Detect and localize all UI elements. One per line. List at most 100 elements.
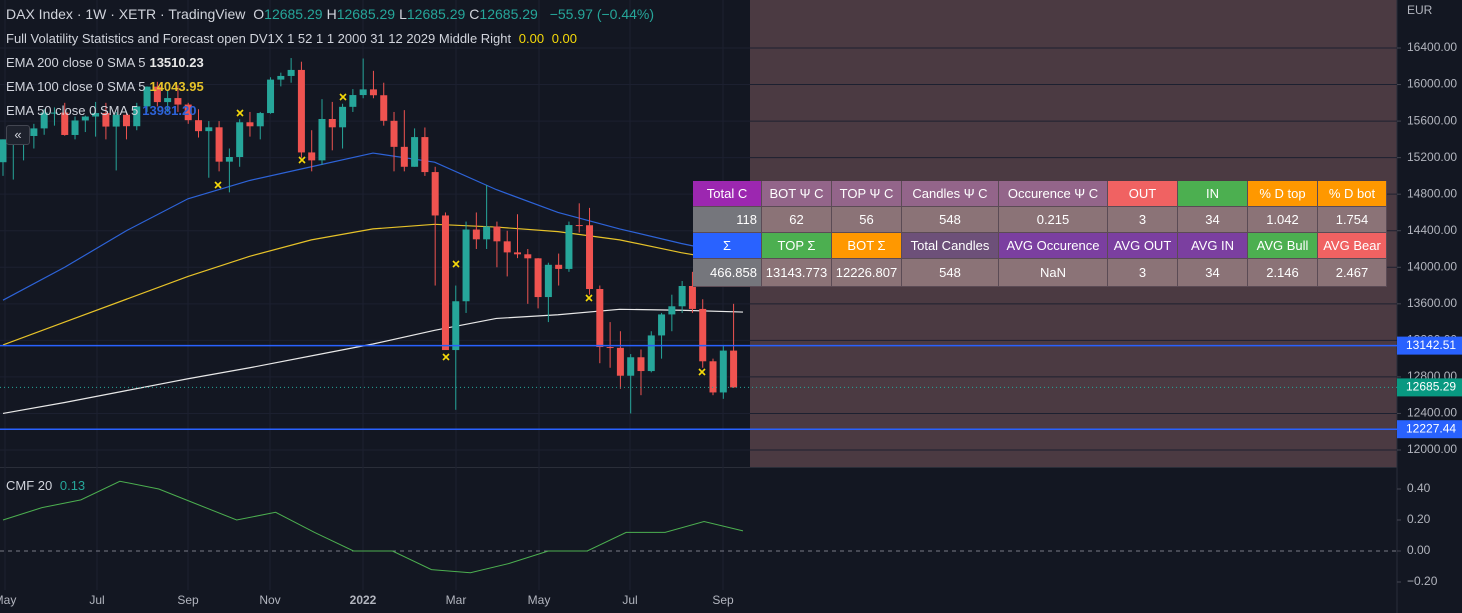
time-label: Jul [89, 593, 104, 607]
price-tick-label: 13600.00 [1407, 296, 1457, 310]
candle-body [678, 286, 686, 307]
candle-body [349, 95, 357, 107]
candle-body [565, 225, 573, 269]
ema-value: 14043.95 [149, 79, 204, 94]
candle-body [215, 127, 223, 162]
ema-label: EMA 100 close 0 SMA 5 [6, 79, 146, 94]
price-tick-label: 14400.00 [1407, 223, 1457, 237]
candle-body [40, 112, 48, 129]
table-cell: 118 [693, 207, 762, 233]
candle-body [627, 357, 635, 376]
candle-body [555, 264, 563, 269]
ema-line [2, 152, 744, 301]
price-tick-label: 15600.00 [1407, 113, 1457, 127]
ema-line [2, 308, 744, 415]
candle-body [112, 114, 120, 127]
time-label: Sep [177, 593, 199, 607]
table-cell: OUT [1108, 181, 1178, 207]
candle-body [359, 89, 367, 96]
candle-body [380, 95, 388, 121]
candle-body [184, 104, 192, 121]
candle-body [61, 112, 69, 135]
candle-body [277, 75, 285, 80]
cmf-tick-label: 0.20 [1407, 512, 1431, 526]
candle-body [647, 335, 655, 372]
candle-body [195, 120, 203, 132]
ema-legend: EMA 50 close 0 SMA 5 13981.20 [6, 103, 208, 127]
candle-body [400, 146, 408, 167]
table-cell: AVG Bear [1318, 233, 1387, 259]
ohlc-value: 12685.29 [479, 6, 538, 22]
table-cell: 34 [1178, 259, 1248, 287]
level-tag [1397, 336, 1462, 355]
table-cell: % D bot [1318, 181, 1387, 207]
table-cell: 1.042 [1248, 207, 1318, 233]
table-cell: % D top [1248, 181, 1318, 207]
cmf-tick-label: 0.40 [1407, 481, 1431, 495]
candle-body [514, 252, 521, 255]
candle-body [256, 113, 264, 127]
table-cell: AVG OUT [1108, 233, 1178, 259]
study-legend: Full Volatility Statistics and Forecast … [6, 31, 581, 46]
signal-marker [298, 156, 306, 164]
candle-body [318, 118, 326, 161]
table-cell: 466.858 [693, 259, 762, 287]
table-cell: 12226.807 [832, 259, 902, 287]
ohlc-value: 12685.29 [336, 6, 396, 22]
candle-body [596, 289, 604, 348]
candle-body [153, 86, 161, 103]
candle-body [534, 258, 542, 298]
table-cell: AVG Occurence [999, 233, 1108, 259]
candle-body [462, 229, 470, 302]
time-label: 2022 [350, 593, 377, 607]
candle-body [143, 86, 151, 107]
price-tick-label: 14000.00 [1407, 259, 1457, 273]
table-cell: Occurence Ψ C [999, 181, 1108, 207]
candle-body [441, 215, 449, 351]
table-cell: NaN [999, 259, 1108, 287]
change: −55.97 (−0.44%) [549, 6, 655, 22]
candle-body [637, 357, 645, 372]
last-price-tag [1397, 378, 1462, 397]
candle-body [658, 314, 666, 336]
candle-body [688, 286, 696, 309]
table-cell: 1.754 [1318, 207, 1387, 233]
candle-body [164, 98, 172, 103]
candle-body [174, 98, 182, 105]
cmf-tick-label: 0.00 [1407, 543, 1431, 557]
price-tick-label: 16000.00 [1407, 77, 1457, 91]
table-cell: 3 [1108, 207, 1178, 233]
table-cell: TOP Σ [762, 233, 832, 259]
ohlc-label: L [399, 6, 407, 22]
ohlc-value: 12685.29 [406, 6, 466, 22]
price-tick-label: 15200.00 [1407, 150, 1457, 164]
candle-body [133, 106, 141, 127]
candle-body [205, 127, 213, 132]
candle-body [452, 301, 460, 351]
table-cell: 0.215 [999, 207, 1108, 233]
candle-body [236, 122, 244, 157]
candle-body [586, 225, 594, 290]
signal-marker [214, 181, 222, 189]
table-cell: 3 [1108, 259, 1178, 287]
ema-value: 13981.20 [142, 103, 197, 118]
signal-marker [442, 353, 450, 361]
table-cell: Total C [693, 181, 762, 207]
candle-body [524, 254, 532, 259]
signal-marker [236, 109, 244, 117]
currency: EUR [1407, 3, 1433, 17]
table-cell: Total Candles [902, 233, 999, 259]
candle-body [730, 350, 738, 388]
collapse-button[interactable]: « [6, 125, 30, 145]
level-tag [1397, 420, 1462, 439]
price-tick-label: 16400.00 [1407, 40, 1457, 54]
table-cell: IN [1178, 181, 1248, 207]
table-cell: 548 [902, 259, 999, 287]
ema-legends: EMA 200 close 0 SMA 5 13510.23 EMA 100 clo… [6, 55, 208, 127]
candle-body [411, 137, 419, 167]
time-label: Sep [712, 593, 734, 607]
ema-legend: EMA 100 close 0 SMA 5 14043.95 [6, 79, 208, 103]
cmf-label: CMF 20 [6, 478, 53, 493]
